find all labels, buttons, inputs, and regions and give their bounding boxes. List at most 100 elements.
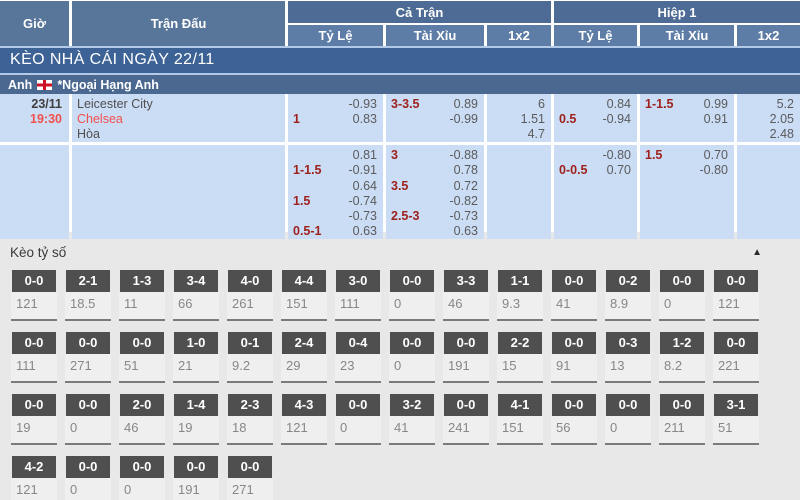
team-away[interactable]: Chelsea xyxy=(77,112,123,126)
score-odds-cell[interactable]: 0-0 121 xyxy=(11,270,57,321)
score-odds-cell[interactable]: 3-0 111 xyxy=(335,270,381,321)
half-1x2-cell[interactable] xyxy=(737,176,800,209)
half-handicap-cell[interactable]: -0.80 0-0.5 0.70 xyxy=(554,145,637,178)
score-odds-cell[interactable]: 2-4 29 xyxy=(281,332,327,383)
score-odds-cell[interactable]: 0-0 0 xyxy=(119,456,165,500)
score-odds-cell[interactable]: 1-4 19 xyxy=(173,394,219,445)
header-sub-overunder-h1: Tài Xỉu xyxy=(640,25,734,46)
odds-value: 0.99 xyxy=(703,97,728,111)
full-handicap-cell[interactable]: 0.81 1-1.5 -0.91 xyxy=(288,145,383,178)
score-odds-cell[interactable]: 2-1 18.5 xyxy=(65,270,111,321)
half-overunder-cell[interactable] xyxy=(640,176,734,209)
full-overunder-cell[interactable]: 3.5 0.72 -0.82 xyxy=(386,176,484,209)
score-odds-cell[interactable]: 4-3 121 xyxy=(281,394,327,445)
half-handicap-cell[interactable] xyxy=(554,206,637,239)
score-row: 0-0 111 0-0 271 0-0 51 1-0 21 0-1 9.2 2-4 29 0-4 23 0-… xyxy=(11,332,800,383)
team-draw[interactable]: Hòa xyxy=(77,127,100,141)
score-odds-cell[interactable]: 0-4 23 xyxy=(335,332,381,383)
full-overunder-cell[interactable]: 3 -0.88 0.78 xyxy=(386,145,484,178)
score-label: 1-3 xyxy=(120,270,164,292)
score-odds-cell[interactable]: 0-0 0 xyxy=(389,270,435,321)
score-odds-cell[interactable]: 0-2 8.9 xyxy=(605,270,651,321)
score-odds-cell[interactable]: 1-3 11 xyxy=(119,270,165,321)
score-odds-cell[interactable]: 0-0 41 xyxy=(551,270,597,321)
score-odds-cell[interactable]: 0-0 241 xyxy=(443,394,489,445)
score-label: 2-2 xyxy=(498,332,542,354)
score-odds-cell[interactable]: 3-4 66 xyxy=(173,270,219,321)
half-1x2-cell[interactable]: 5.2 2.05 2.48 xyxy=(737,94,800,142)
half-1x2-cell[interactable] xyxy=(737,145,800,178)
score-label: 2-1 xyxy=(66,270,110,292)
score-odds-cell[interactable]: 0-0 211 xyxy=(659,394,705,445)
full-overunder-cell[interactable]: 3-3.5 0.89 -0.99 xyxy=(386,94,484,142)
score-odds-cell[interactable]: 0-0 271 xyxy=(227,456,273,500)
team-home[interactable]: Leicester City xyxy=(77,97,153,111)
score-odds-cell[interactable]: 0-0 191 xyxy=(443,332,489,383)
score-odds-cell[interactable]: 1-2 8.2 xyxy=(659,332,705,383)
match-teams-cell xyxy=(72,176,285,209)
score-odds-cell[interactable]: 0-0 0 xyxy=(65,394,111,445)
half-overunder-cell[interactable] xyxy=(640,206,734,239)
odds-value: 2.48 xyxy=(769,127,794,141)
score-odds-cell[interactable]: 0-0 271 xyxy=(65,332,111,383)
league-row[interactable]: Anh *Ngoại Hạng Anh xyxy=(0,75,800,94)
score-label: 0-1 xyxy=(228,332,272,354)
half-handicap-cell[interactable] xyxy=(554,176,637,209)
half-overunder-cell[interactable]: 1.5 0.70 -0.80 xyxy=(640,145,734,178)
score-odds-cell[interactable]: 0-0 0 xyxy=(389,332,435,383)
score-odds-value: 41 xyxy=(551,292,597,321)
score-odds-cell[interactable]: 4-1 151 xyxy=(497,394,543,445)
odds-value: 0.89 xyxy=(453,97,478,111)
score-odds-cell[interactable]: 4-4 151 xyxy=(281,270,327,321)
score-odds-cell[interactable]: 0-0 0 xyxy=(65,456,111,500)
odds-value: -0.82 xyxy=(449,194,479,208)
score-odds-cell[interactable]: 0-0 19 xyxy=(11,394,57,445)
full-1x2-cell[interactable] xyxy=(487,145,551,178)
score-odds-cell[interactable]: 0-0 191 xyxy=(173,456,219,500)
handicap-line: 0-0.5 xyxy=(559,163,588,177)
score-odds-cell[interactable]: 3-2 41 xyxy=(389,394,435,445)
overunder-line: 1.5 xyxy=(645,148,663,162)
score-odds-value: 46 xyxy=(443,292,489,321)
score-odds-cell[interactable]: 2-2 15 xyxy=(497,332,543,383)
score-odds-cell[interactable]: 3-1 51 xyxy=(713,394,759,445)
score-odds-cell[interactable]: 2-3 18 xyxy=(227,394,273,445)
full-overunder-cell[interactable]: 2.5-3 -0.73 0.63 xyxy=(386,206,484,239)
score-odds-value: 8.2 xyxy=(659,354,705,383)
full-handicap-cell[interactable]: 0.64 1.5 -0.74 xyxy=(288,176,383,209)
score-rows: 0-0 121 2-1 18.5 1-3 11 3-4 66 4-0 261 4-4 151 3-0 11… xyxy=(0,264,800,500)
score-odds-cell[interactable]: 0-0 56 xyxy=(551,394,597,445)
table-header: Giờ Trận Đấu Cả Trận Hiệp 1 Tỷ Lệ Tài Xỉ… xyxy=(0,0,800,46)
half-1x2-cell[interactable] xyxy=(737,206,800,239)
score-odds-cell[interactable]: 0-0 111 xyxy=(11,332,57,383)
score-odds-cell[interactable]: 0-0 51 xyxy=(119,332,165,383)
score-odds-cell[interactable]: 0-0 0 xyxy=(659,270,705,321)
match-teams-cell: Leicester City Chelsea Hòa xyxy=(72,94,285,142)
score-odds-cell[interactable]: 0-0 0 xyxy=(335,394,381,445)
score-odds-cell[interactable]: 2-0 46 xyxy=(119,394,165,445)
full-1x2-cell[interactable] xyxy=(487,176,551,209)
handicap-line: 0.5-1 xyxy=(293,224,322,238)
score-odds-value: 15 xyxy=(497,354,543,383)
full-handicap-cell[interactable]: -0.93 1 0.83 xyxy=(288,94,383,142)
score-odds-cell[interactable]: 1-1 9.3 xyxy=(497,270,543,321)
score-odds-cell[interactable]: 3-3 46 xyxy=(443,270,489,321)
score-odds-cell[interactable]: 1-0 21 xyxy=(173,332,219,383)
score-odds-cell[interactable]: 0-1 9.2 xyxy=(227,332,273,383)
score-odds-cell[interactable]: 0-0 221 xyxy=(713,332,759,383)
full-handicap-cell[interactable]: -0.73 0.5-1 0.63 xyxy=(288,206,383,239)
handicap-line: 1 xyxy=(293,112,300,126)
score-odds-cell[interactable]: 0-3 13 xyxy=(605,332,651,383)
score-odds-cell[interactable]: 4-2 121 xyxy=(11,456,57,500)
score-odds-value: 19 xyxy=(11,416,57,445)
score-odds-cell[interactable]: 0-0 91 xyxy=(551,332,597,383)
score-label: 3-3 xyxy=(444,270,488,292)
collapse-arrow-icon[interactable]: ▲ xyxy=(752,246,762,258)
half-overunder-cell[interactable]: 1-1.5 0.99 0.91 xyxy=(640,94,734,142)
score-odds-cell[interactable]: 0-0 0 xyxy=(605,394,651,445)
half-handicap-cell[interactable]: 0.84 0.5 -0.94 xyxy=(554,94,637,142)
full-1x2-cell[interactable] xyxy=(487,206,551,239)
full-1x2-cell[interactable]: 6 1.51 4.7 xyxy=(487,94,551,142)
score-odds-cell[interactable]: 4-0 261 xyxy=(227,270,273,321)
score-odds-cell[interactable]: 0-0 121 xyxy=(713,270,759,321)
